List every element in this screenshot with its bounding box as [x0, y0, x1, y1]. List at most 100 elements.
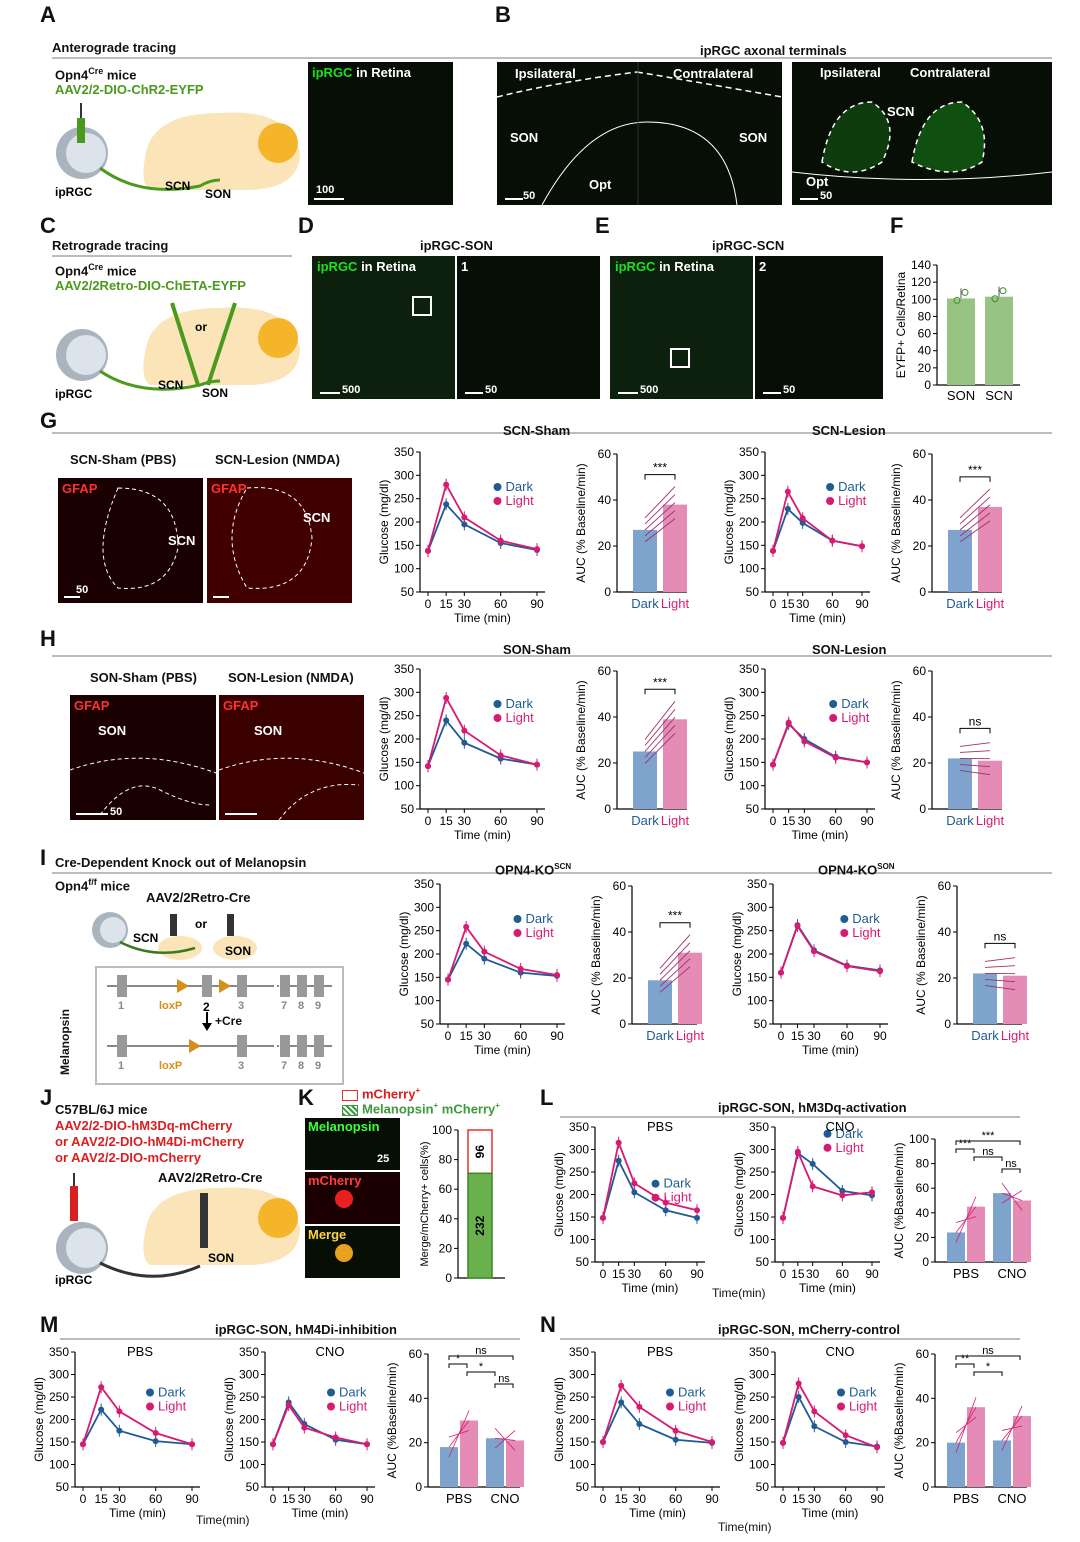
legend-label-light: Light — [852, 925, 881, 940]
y-tick-label: 20 — [916, 1230, 930, 1244]
x-axis-label: Time (min) — [799, 1281, 856, 1295]
paired-line — [659, 958, 691, 987]
legend-label-light: Light — [526, 925, 555, 940]
roi-box-2 — [670, 348, 690, 368]
x-tick-label: 0 — [780, 1492, 787, 1506]
panel-label-g: G — [40, 408, 58, 433]
k-row-label: mCherry — [308, 1173, 362, 1188]
significance-bracket — [955, 1355, 1021, 1360]
bar-light — [1003, 975, 1027, 1024]
data-point — [953, 296, 961, 304]
legend-marker-dark — [493, 700, 502, 708]
data-point — [332, 1434, 339, 1441]
micrograph-k-merge: Merge — [305, 1226, 400, 1278]
legend-marker-light — [651, 1193, 660, 1202]
data-point — [116, 1427, 123, 1434]
bar-cno-dark — [486, 1438, 504, 1487]
data-point — [809, 1183, 816, 1190]
x-tick-label: Light — [661, 596, 690, 611]
paired-line — [955, 1397, 977, 1453]
legend-marker-light — [840, 929, 849, 937]
paired-line — [1001, 1405, 1023, 1451]
significance-label: *** — [653, 675, 667, 689]
y-axis-label: Glucose (mg/dl) — [377, 697, 391, 782]
y-tick-label: 50 — [401, 585, 415, 599]
significance-bracket — [955, 1148, 975, 1153]
bar-dark — [648, 980, 672, 1024]
x-tick-label: 30 — [633, 1492, 647, 1506]
scale-bar-label: 50 — [76, 584, 89, 596]
paired-line — [959, 496, 991, 525]
significance-bracket — [959, 727, 991, 734]
y-tick-label: 200 — [749, 1413, 769, 1427]
scale-bar — [465, 392, 483, 394]
significance-label: ns — [1005, 1158, 1017, 1170]
legend-label-dark: Dark — [838, 479, 866, 494]
y-tick-label: 50 — [421, 1017, 435, 1031]
data-point — [463, 940, 470, 947]
y-tick-label: 100 — [747, 994, 767, 1008]
data-point — [844, 963, 850, 970]
condition-label: PBS — [647, 1344, 673, 1359]
x-tick-label: 15 — [782, 814, 796, 828]
y-axis-label: Glucose (mg/dl) — [552, 1152, 566, 1237]
y-tick-label: 60 — [613, 879, 627, 893]
gfap-label: GFAP — [211, 481, 247, 496]
legend-marker-dark — [327, 1388, 335, 1397]
y-tick-label: 40 — [598, 493, 612, 507]
data-point — [795, 1394, 802, 1400]
iprgc-label-c: ipRGC — [55, 387, 93, 401]
legend-label-light: Light — [158, 1399, 187, 1414]
data-point — [799, 515, 806, 522]
y-tick-label: 40 — [916, 1206, 930, 1220]
y-tick-label: 40 — [916, 1391, 930, 1405]
paired-line — [659, 966, 691, 993]
x-tick-label: 90 — [360, 1492, 374, 1506]
y-tick-label: 300 — [49, 1368, 69, 1382]
legend-label-light: Light — [506, 493, 535, 508]
y-tick-label: 0 — [922, 1255, 929, 1269]
data-point — [425, 547, 431, 554]
virus-a: AAV2/2-DIO-ChR2-EYFP — [55, 82, 204, 97]
significance-bracket — [494, 1383, 514, 1388]
y-tick-label: 350 — [747, 877, 767, 891]
mice-c: Opn4Cre mice — [55, 262, 137, 279]
legend-label-dark: Dark — [678, 1385, 706, 1400]
series-line-dark — [447, 942, 558, 981]
paired-line — [644, 502, 676, 531]
legend-label-dark: Dark — [158, 1385, 186, 1400]
scale-bar — [314, 198, 344, 200]
significance-label: ** — [961, 1353, 970, 1365]
data-point — [636, 1403, 643, 1410]
y-tick-label: 350 — [394, 662, 414, 676]
scale-bar-label: 50 — [110, 806, 123, 818]
legend-label-dark: Dark — [836, 1126, 864, 1141]
y-tick-label: 150 — [239, 1435, 259, 1449]
micrograph-retina-a: ipRGC in Retina 100 — [308, 62, 453, 205]
panel-label-a: A — [40, 2, 56, 27]
data-point — [615, 1139, 622, 1146]
schematic-retrograde: or ipRGC SCN SON — [55, 302, 300, 401]
data-point — [709, 1439, 715, 1445]
son-label-h2: SON — [254, 723, 283, 738]
data-point — [98, 1384, 105, 1391]
y-tick-label: 20 — [598, 756, 612, 770]
chart-i-scn-glucose: 50 100 150 200 250 300 350 Glucose (mg/dl) 0 15 30… — [397, 877, 565, 1057]
data-point — [859, 543, 865, 550]
y-tick-label: 300 — [739, 685, 759, 699]
y-axis-label: Merge/mCherry+ cells(%) — [419, 1142, 431, 1267]
data-point — [811, 1408, 818, 1415]
significance-label: *** — [668, 909, 682, 923]
y-tick-label: 250 — [747, 924, 767, 938]
micrograph-b-left: Ipsilateral Contralateral SON SON Opt 50 — [497, 62, 782, 205]
y-tick-label: 200 — [739, 515, 759, 529]
y-tick-label: 350 — [49, 1345, 69, 1359]
significance-bracket — [644, 474, 676, 480]
schematic-chemogenetic: ipRGC SON — [55, 1173, 300, 1287]
y-axis-label: AUC (%Baseline/min) — [892, 1142, 906, 1258]
y-axis-label: AUC (%Baseline/min) — [892, 1362, 906, 1478]
paired-line — [959, 504, 991, 531]
schematic-anterograde: ipRGC SCN SON — [55, 103, 300, 201]
legend-label-light: Light — [849, 1399, 878, 1414]
